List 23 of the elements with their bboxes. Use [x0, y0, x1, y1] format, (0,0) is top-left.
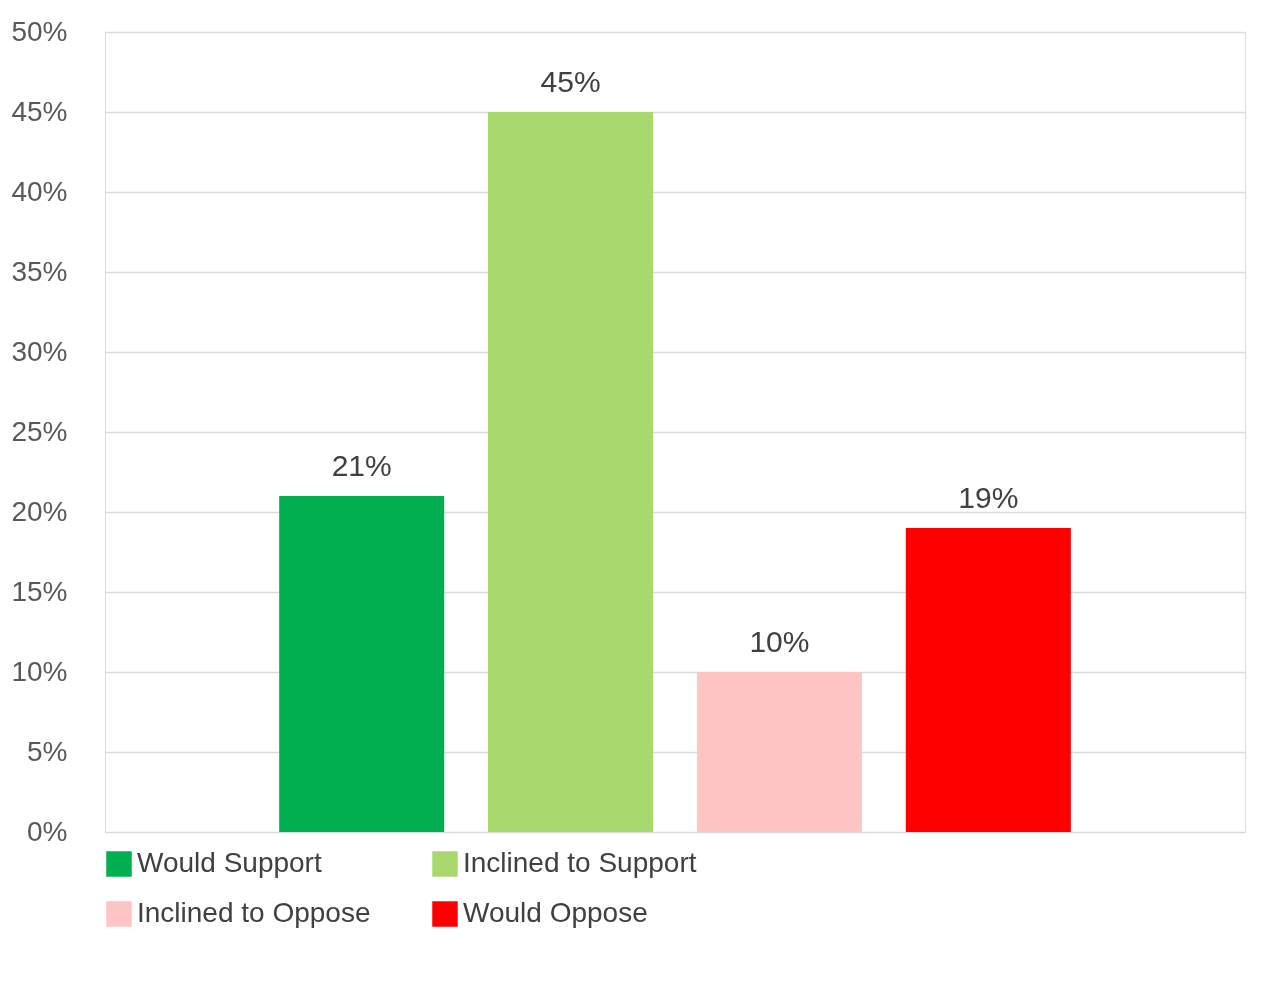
- data-label: 45%: [540, 65, 601, 98]
- y-tick-label: 15%: [11, 575, 68, 607]
- bar: [905, 528, 1071, 832]
- data-label: 19%: [958, 481, 1019, 514]
- data-label: 10%: [749, 625, 810, 658]
- y-tick-label: 25%: [11, 415, 68, 447]
- bar: [279, 496, 445, 832]
- y-tick-label: 45%: [11, 95, 68, 127]
- bar: [488, 112, 654, 832]
- legend-label: Would Oppose: [463, 897, 648, 928]
- y-tick-label: 0%: [27, 815, 68, 847]
- legend-label: Would Support: [137, 847, 322, 878]
- y-tick-label: 50%: [11, 15, 68, 47]
- data-label: 21%: [331, 449, 392, 482]
- y-tick-label: 30%: [11, 335, 68, 367]
- y-tick-label: 40%: [11, 175, 68, 207]
- legend-label: Inclined to Support: [463, 847, 697, 878]
- y-tick-label: 35%: [11, 255, 68, 287]
- y-tick-label: 10%: [11, 655, 68, 687]
- legend-label: Inclined to Oppose: [137, 897, 371, 928]
- y-tick-label: 5%: [27, 735, 68, 767]
- y-tick-label: 20%: [11, 495, 68, 527]
- bar: [696, 672, 862, 832]
